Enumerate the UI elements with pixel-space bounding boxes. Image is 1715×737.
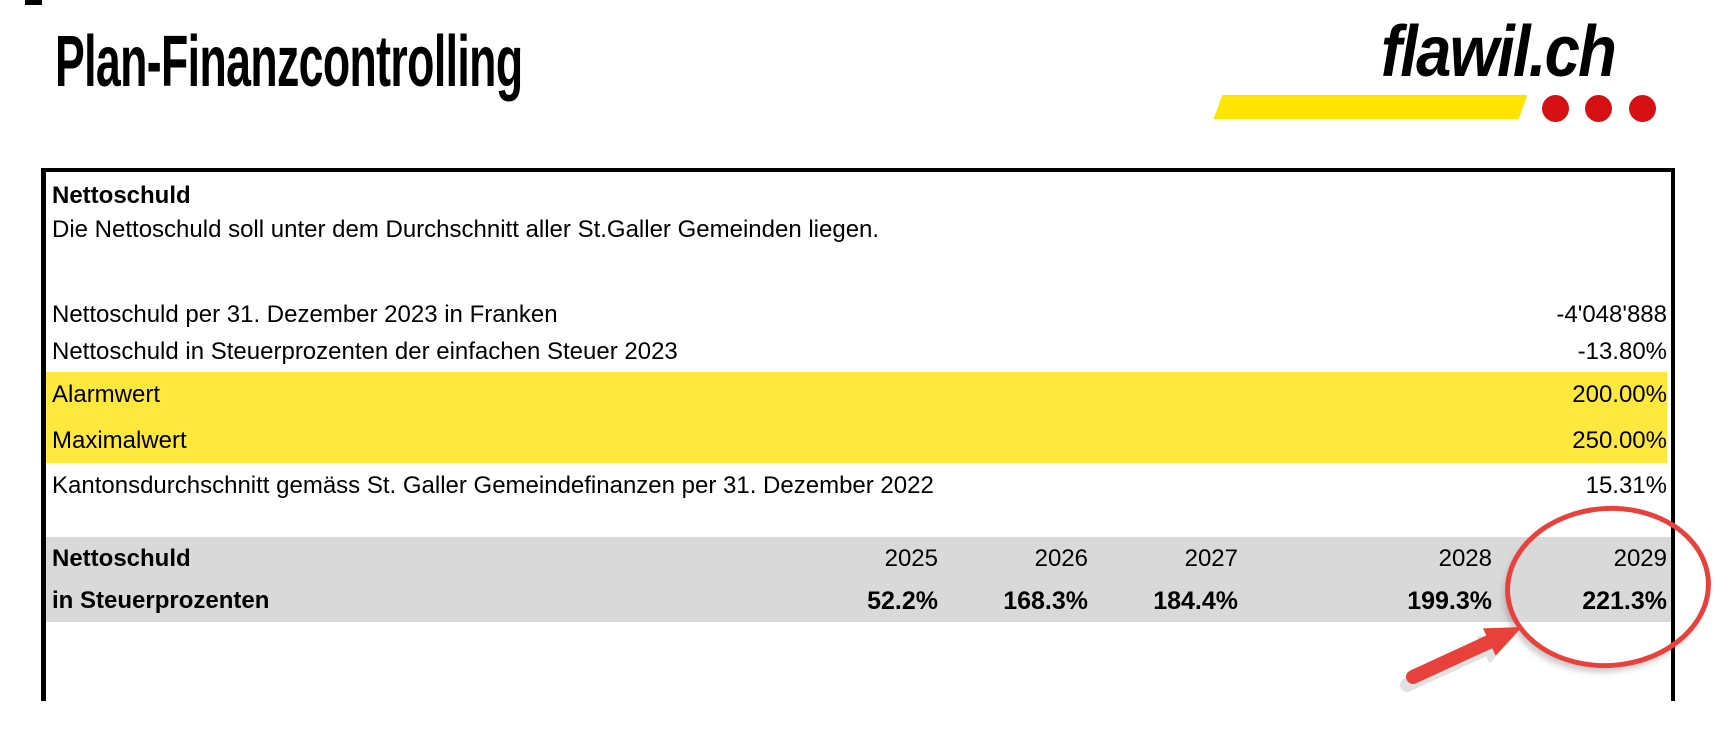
logo-wordmark: flawil.ch — [1380, 12, 1617, 92]
arrow-annotation — [1400, 627, 1522, 692]
forecast-value: 168.3% — [1003, 586, 1088, 615]
logo-red-dot — [1629, 95, 1656, 122]
table-row-maximalwert-highlighted: Maximalwert 250.00% — [46, 418, 1667, 463]
row-label: Kantonsdurchschnitt gemäss St. Galler Ge… — [52, 471, 934, 499]
logo-yellow-bar — [1213, 95, 1528, 119]
row-label: Nettoschuld per 31. Dezember 2023 in Fra… — [52, 300, 558, 328]
row-label: Alarmwert — [52, 381, 161, 408]
logo-red-dot — [1585, 95, 1612, 122]
table-row: Nettoschuld per 31. Dezember 2023 in Fra… — [46, 296, 1667, 333]
panel-subtitle: Die Nettoschuld soll unter dem Durchschn… — [52, 216, 880, 243]
panel-heading: Nettoschuld — [52, 182, 191, 209]
row-value: 200.00% — [1572, 381, 1667, 408]
year-header: 2029 — [1613, 544, 1667, 572]
forecast-row-label: in Steuerprozenten — [52, 587, 270, 614]
row-value: 250.00% — [1572, 426, 1667, 454]
table-row: Kantonsdurchschnitt gemäss St. Galler Ge… — [46, 463, 1667, 508]
forecast-row-label: Nettoschuld — [52, 544, 191, 572]
nettoschuld-panel: Nettoschuld Die Nettoschuld soll unter d… — [41, 168, 1675, 701]
row-value: -4'048'888 — [1556, 300, 1667, 328]
page-title: Plan-Finanzcontrolling — [55, 22, 523, 102]
year-header: 2028 — [1438, 544, 1492, 572]
forecast-value-row: in Steuerprozenten 52.2% 168.3% 184.4% 1… — [46, 580, 1671, 622]
logo-red-dot — [1542, 95, 1569, 122]
year-header: 2025 — [884, 544, 938, 572]
forecast-value: 199.3% — [1407, 586, 1492, 615]
row-label: Nettoschuld in Steuerprozenten der einfa… — [52, 338, 678, 365]
year-header: 2026 — [1034, 544, 1088, 572]
table-row-alarmwert-highlighted: Alarmwert 200.00% — [46, 372, 1667, 418]
scan-artifact-mark — [25, 0, 42, 5]
forecast-table: Nettoschuld 2025 2026 2027 2028 2029 in … — [46, 537, 1671, 622]
row-label: Maximalwert — [52, 426, 187, 454]
row-value: 15.31% — [1585, 471, 1667, 499]
year-header: 2027 — [1184, 544, 1238, 572]
forecast-year-row: Nettoschuld 2025 2026 2027 2028 2029 — [46, 537, 1671, 580]
forecast-value: 184.4% — [1153, 586, 1238, 615]
table-row: Nettoschuld in Steuerprozenten der einfa… — [46, 333, 1667, 371]
forecast-value: 221.3% — [1582, 586, 1667, 615]
row-value: -13.80% — [1577, 338, 1667, 365]
forecast-value: 52.2% — [867, 586, 938, 615]
